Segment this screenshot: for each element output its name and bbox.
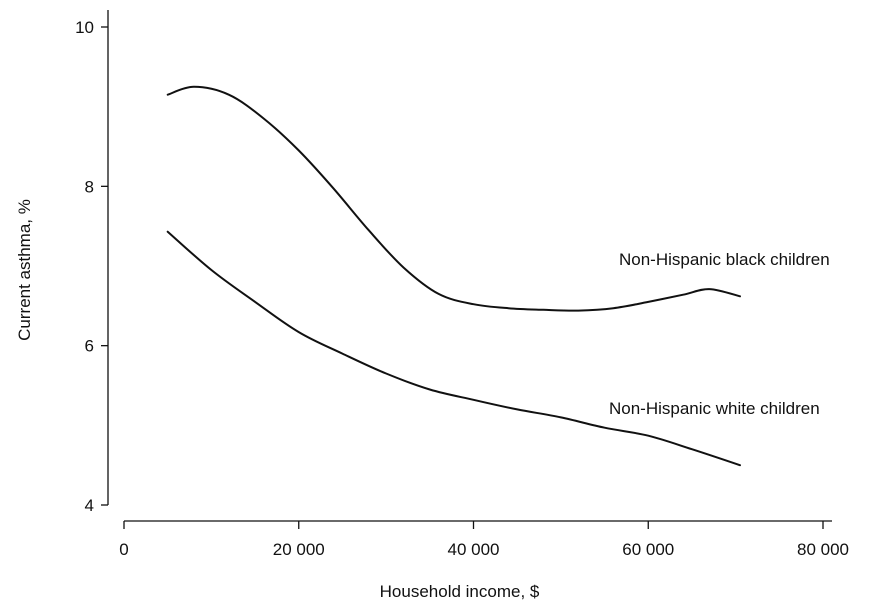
series-line-black-children <box>166 85 741 312</box>
series-line-white-children <box>166 230 741 467</box>
series-label-black-children: Non-Hispanic black children <box>619 250 830 269</box>
x-axis-title: Household income, $ <box>380 582 540 601</box>
x-tick-label: 0 <box>119 540 128 559</box>
y-axis-title: Current asthma, % <box>15 199 34 341</box>
y-tick-label: 4 <box>85 496 94 515</box>
series-group <box>166 85 741 467</box>
y-tick-label: 10 <box>75 18 94 37</box>
y-tick-label: 8 <box>85 177 94 196</box>
y-ticks: 4 6 8 10 <box>75 18 108 515</box>
series-label-white-children: Non-Hispanic white children <box>609 399 820 418</box>
y-tick-label: 6 <box>85 337 94 356</box>
axes <box>107 10 832 522</box>
x-tick-label: 80 000 <box>797 540 849 559</box>
x-tick-label: 20 000 <box>273 540 325 559</box>
x-tick-label: 40 000 <box>448 540 500 559</box>
x-tick-label: 60 000 <box>622 540 674 559</box>
x-ticks: 0 20 000 40 000 60 000 80 000 <box>119 521 849 559</box>
